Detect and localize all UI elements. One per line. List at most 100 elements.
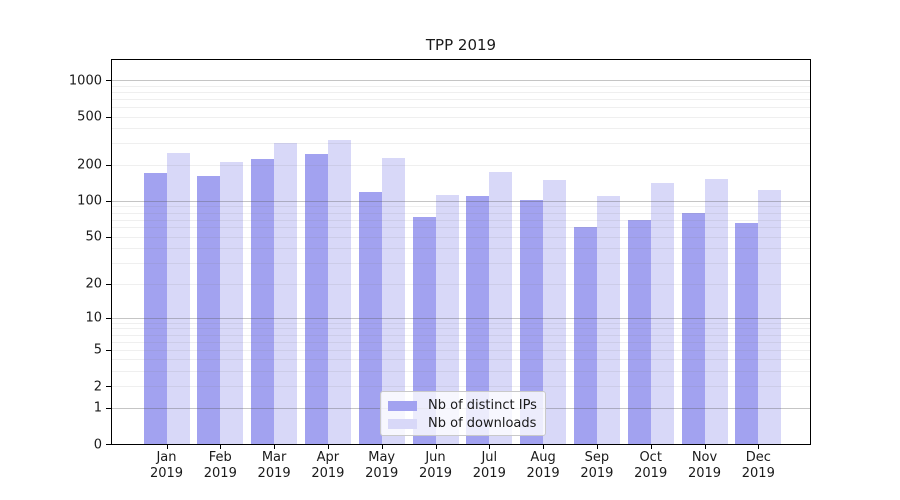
- y-tick-mark: [106, 200, 111, 202]
- x-tick-label: Oct 2019: [619, 450, 683, 482]
- bar-nb-of-distinct-ips: [358, 192, 382, 444]
- legend-swatch: [388, 419, 417, 429]
- x-tick-label-line: 2019: [687, 466, 722, 481]
- legend-swatch: [388, 401, 417, 411]
- legend-item-nb-of-distinct-ips: Nb of distinct IPs: [388, 398, 545, 414]
- bar-nb-of-distinct-ips: [627, 220, 651, 444]
- x-tick-label-line: Jul: [481, 450, 498, 465]
- x-tick-label-line: Nov: [691, 450, 718, 465]
- x-tick-label: Feb 2019: [188, 450, 252, 482]
- x-tick-label: Mar 2019: [242, 450, 306, 482]
- y-tick-label: 20: [85, 276, 102, 292]
- x-tick-label-line: 2019: [634, 466, 668, 481]
- x-tick-label-line: 2019: [365, 466, 399, 481]
- x-tick-mark: [381, 445, 383, 449]
- x-tick-label-line: 2019: [418, 466, 453, 481]
- x-tick-label: Jul 2019: [457, 450, 521, 482]
- x-tick-label: Nov 2019: [673, 450, 737, 482]
- y-tick-label: 200: [77, 157, 102, 173]
- bar-nb-of-downloads: [327, 140, 351, 444]
- y-tick-mark: [106, 164, 111, 166]
- x-tick-mark: [489, 445, 491, 449]
- bar-nb-of-downloads: [704, 178, 728, 444]
- bar-nb-of-distinct-ips: [412, 216, 436, 444]
- legend-item-nb-of-downloads: Nb of downloads: [388, 416, 545, 432]
- x-tick-mark: [758, 445, 760, 449]
- x-tick-mark: [274, 445, 276, 449]
- bar-nb-of-distinct-ips: [197, 176, 221, 444]
- bar-nb-of-distinct-ips: [735, 222, 759, 444]
- bar-nb-of-distinct-ips: [466, 196, 490, 444]
- x-tick-label-line: 2019: [149, 466, 184, 481]
- bar-nb-of-downloads: [758, 189, 782, 444]
- x-tick-label-line: Dec: [745, 450, 771, 465]
- x-tick-mark: [166, 445, 168, 449]
- y-tick-mark: [106, 444, 111, 445]
- y-tick-label: 100: [77, 193, 102, 209]
- bar-nb-of-downloads: [274, 143, 298, 444]
- x-tick-mark: [543, 445, 545, 449]
- y-tick-mark: [106, 236, 111, 238]
- x-tick-label-line: 2019: [741, 466, 775, 481]
- x-tick-mark: [596, 445, 598, 449]
- x-tick-label: Jun 2019: [404, 450, 468, 482]
- y-tick-label: 1000: [68, 73, 102, 89]
- x-tick-label-line: 2019: [580, 466, 614, 481]
- y-tick-label: 5: [93, 342, 102, 358]
- x-tick-label-line: Feb: [208, 450, 232, 465]
- y-tick-mark: [106, 80, 111, 82]
- y-tick-label: 1: [93, 400, 102, 416]
- bar-nb-of-distinct-ips: [304, 154, 328, 444]
- bar-nb-of-downloads: [220, 161, 244, 444]
- x-tick-label-line: Jun: [425, 450, 446, 465]
- x-tick-label-line: 2019: [311, 466, 345, 481]
- bar-nb-of-downloads: [381, 157, 405, 444]
- y-tick-mark: [106, 283, 111, 285]
- y-tick-label: 50: [85, 229, 102, 245]
- bar-nb-of-distinct-ips: [143, 173, 167, 444]
- bar-nb-of-distinct-ips: [573, 227, 597, 444]
- legend-label: Nb of distinct IPs: [428, 398, 537, 413]
- bars-layer: [112, 60, 810, 444]
- x-tick-label-line: 2019: [203, 466, 237, 481]
- y-tick-label: 2: [93, 379, 102, 395]
- bar-nb-of-distinct-ips: [681, 213, 705, 444]
- x-tick-mark: [435, 445, 437, 449]
- x-tick-label-line: 2019: [257, 466, 291, 481]
- bar-nb-of-downloads: [166, 152, 190, 444]
- x-tick-mark: [650, 445, 652, 449]
- x-tick-label: Dec 2019: [726, 450, 790, 482]
- bar-nb-of-downloads: [435, 194, 459, 444]
- legend: Nb of distinct IPs Nb of downloads: [380, 391, 546, 436]
- y-tick-mark: [106, 317, 111, 319]
- plot-area: [111, 59, 811, 445]
- y-tick-mark: [106, 349, 111, 351]
- y-tick-mark: [106, 386, 111, 388]
- bar-nb-of-downloads: [650, 182, 674, 444]
- legend-label: Nb of downloads: [428, 416, 537, 431]
- y-tick-mark: [106, 407, 111, 409]
- y-tick-label: 500: [77, 109, 102, 125]
- x-tick-label-line: 2019: [526, 466, 560, 481]
- x-tick-label: Apr 2019: [296, 450, 360, 482]
- x-tick-label-line: May: [368, 450, 396, 465]
- x-tick-mark: [220, 445, 222, 449]
- x-tick-label-line: Mar: [261, 450, 287, 465]
- bar-nb-of-downloads: [596, 195, 620, 444]
- x-tick-mark: [327, 445, 329, 449]
- x-tick-label-line: Aug: [530, 450, 556, 465]
- bar-nb-of-distinct-ips: [520, 200, 544, 444]
- x-tick-label-line: Apr: [316, 450, 340, 465]
- x-tick-label: Sep 2019: [565, 450, 629, 482]
- x-tick-label-line: Jan: [156, 450, 177, 465]
- chart-title: TPP 2019: [425, 36, 497, 54]
- x-tick-label: May 2019: [350, 450, 414, 482]
- x-tick-label: Aug 2019: [511, 450, 575, 482]
- bar-nb-of-distinct-ips: [251, 159, 275, 444]
- bar-nb-of-downloads: [543, 180, 567, 444]
- y-tick-mark: [106, 116, 111, 118]
- y-tick-label: 0: [93, 437, 102, 452]
- x-tick-label-line: 2019: [472, 466, 506, 481]
- x-tick-label: Jan 2019: [135, 450, 199, 482]
